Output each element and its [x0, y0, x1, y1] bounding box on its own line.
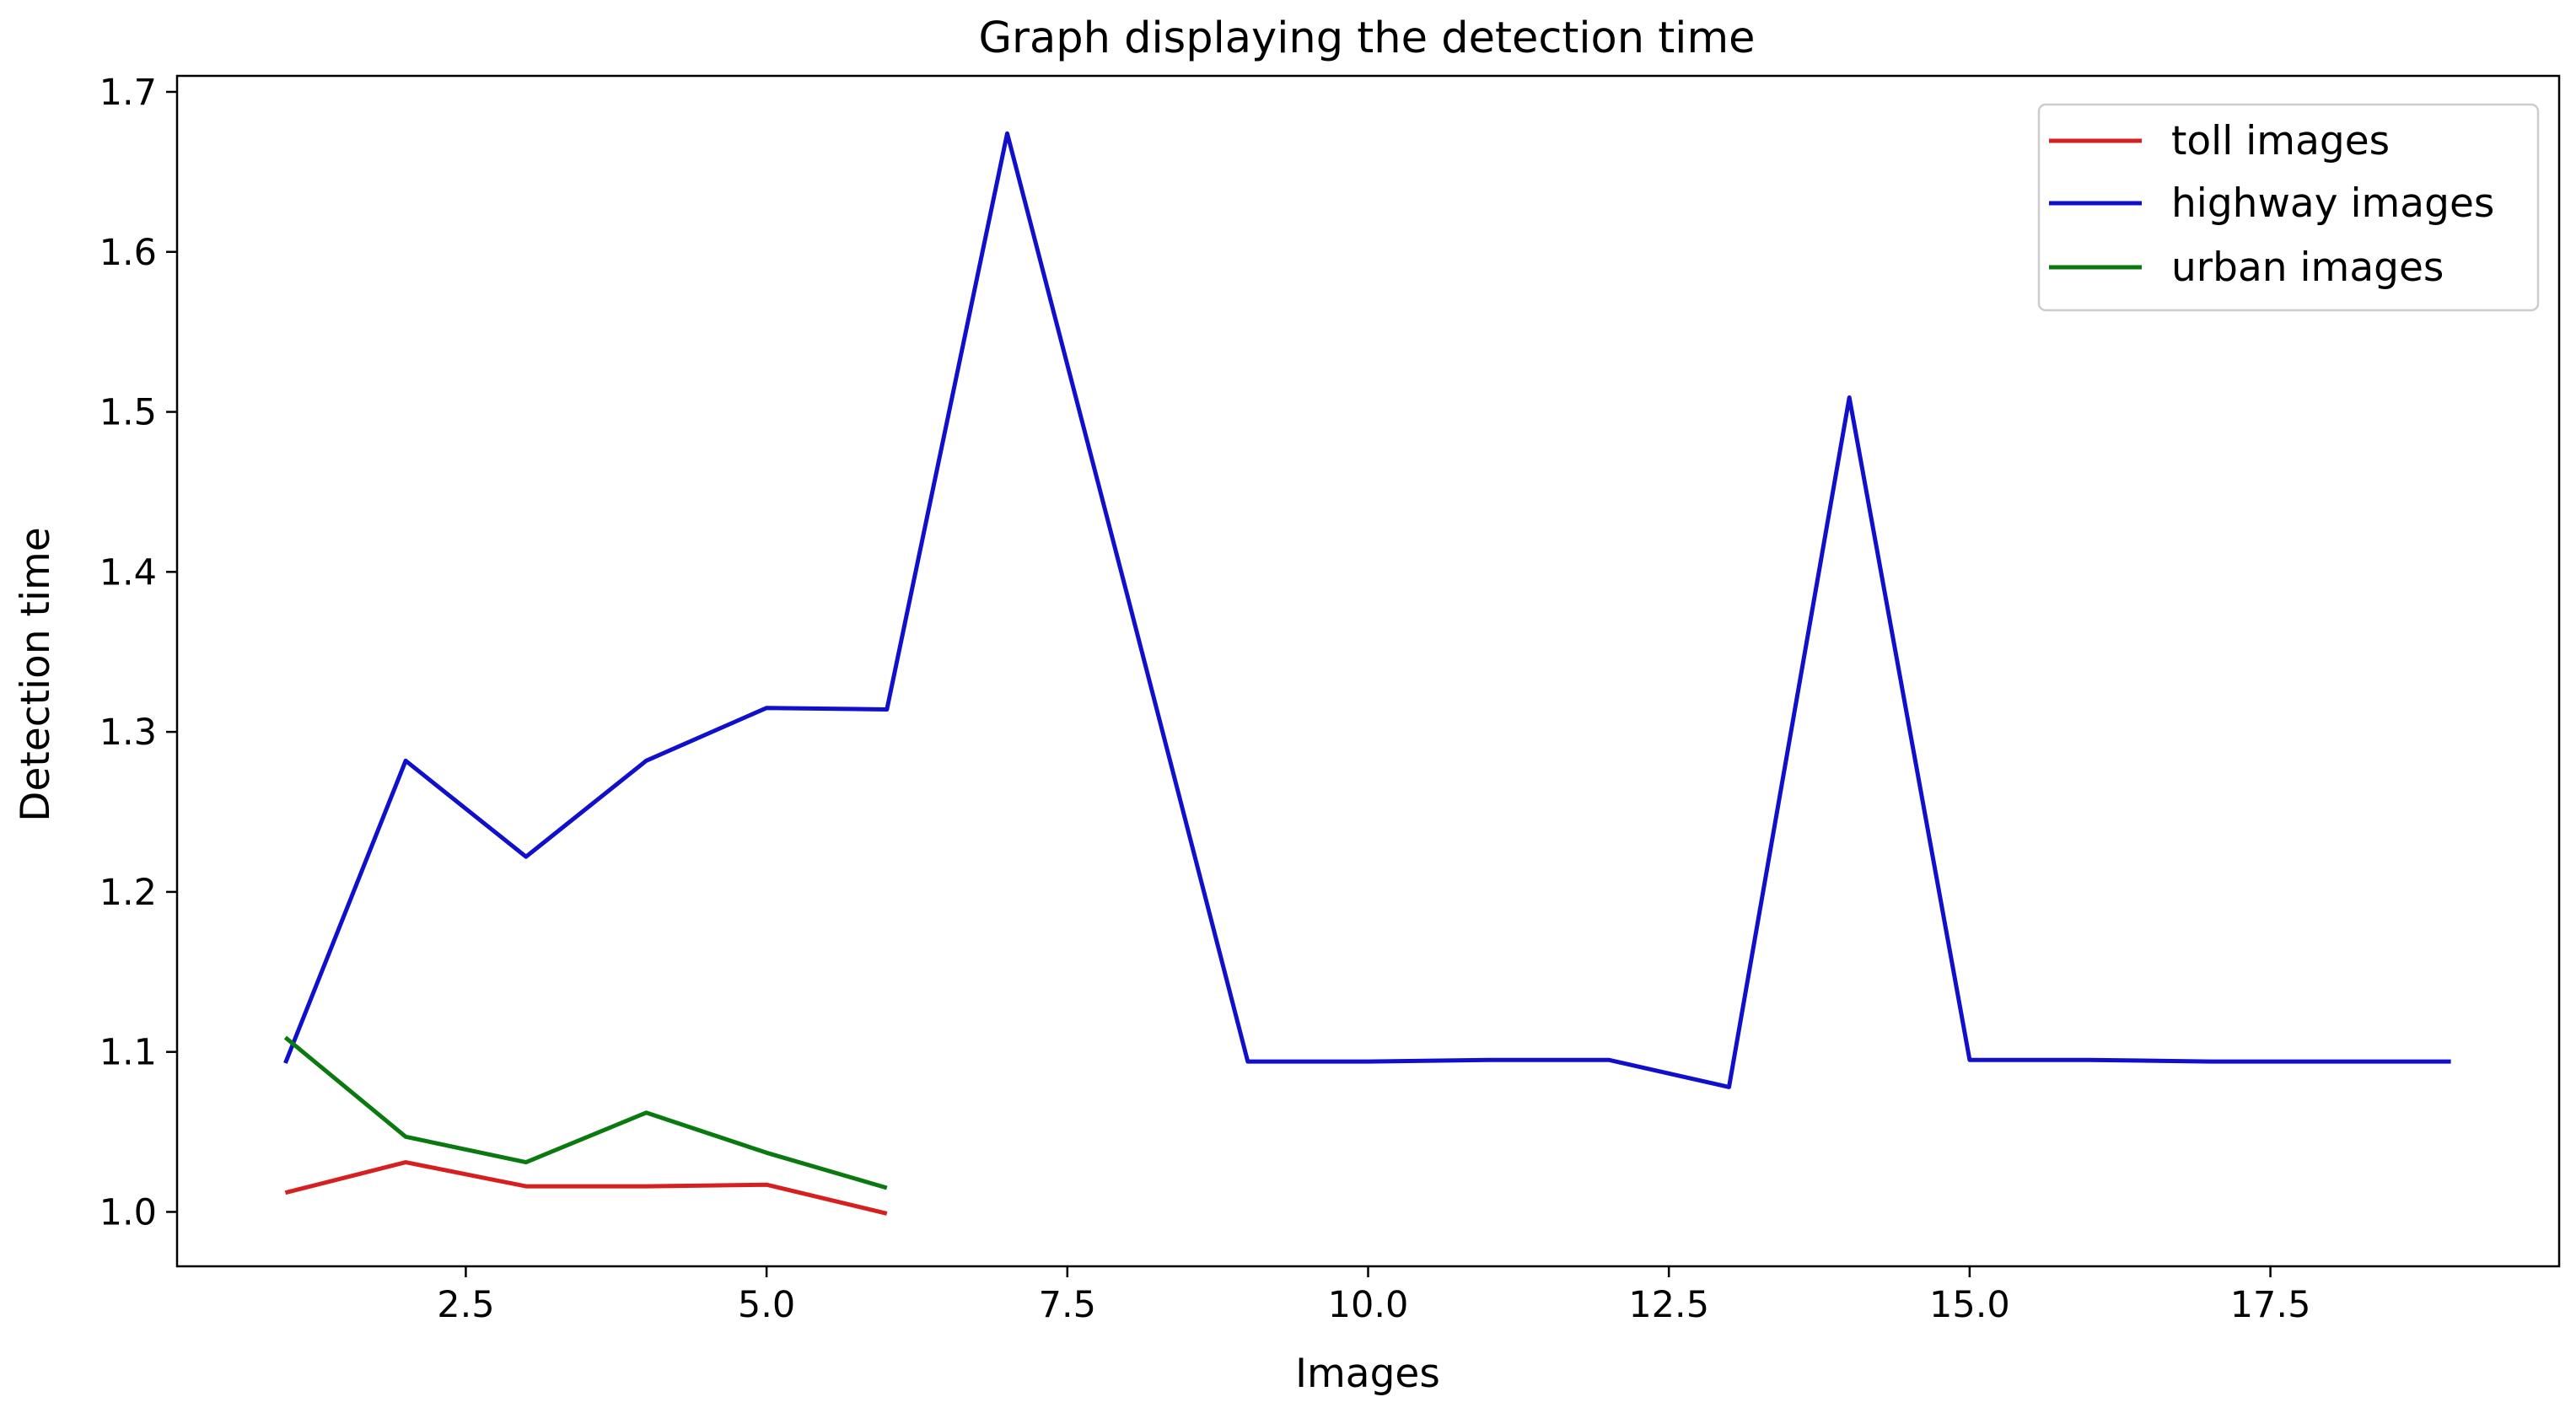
y-tick-label: 1.1: [99, 1032, 157, 1074]
series-line-toll-images: [284, 1160, 888, 1216]
y-axis-ticks: 1.0 1.1 1.2 1.3 1.4 1.5 1.6 1.7: [99, 72, 177, 1233]
y-tick-label: 1.4: [99, 551, 157, 594]
y-tick-label: 1.0: [99, 1191, 157, 1233]
x-tick-label: 7.5: [1039, 1284, 1096, 1326]
x-tick-label: 15.0: [1929, 1284, 2010, 1326]
chart-title: Graph displaying the detection time: [978, 13, 1755, 63]
x-tick-label: 2.5: [437, 1284, 494, 1326]
y-axis-label: Detection time: [13, 527, 59, 821]
y-tick-label: 1.6: [99, 232, 157, 274]
x-axis-ticks: 2.5 5.0 7.5 10.0 12.5 15.0 17.5: [437, 1266, 2310, 1326]
y-tick-label: 1.5: [99, 392, 157, 434]
y-tick-label: 1.3: [99, 712, 157, 754]
legend-label-toll: toll images: [2171, 118, 2390, 164]
series-line-urban-images: [283, 1035, 888, 1190]
legend-label-urban: urban images: [2171, 244, 2444, 291]
x-tick-label: 5.0: [738, 1284, 795, 1326]
x-tick-label: 10.0: [1328, 1284, 1409, 1326]
series-layer: [283, 131, 2451, 1216]
legend-label-highway: highway images: [2171, 180, 2494, 227]
x-tick-label: 12.5: [1628, 1284, 1709, 1326]
x-tick-label: 17.5: [2230, 1284, 2311, 1326]
y-tick-label: 1.7: [99, 72, 157, 114]
series-line-highway-images: [283, 131, 2451, 1089]
legend: toll images highway images urban images: [2037, 103, 2540, 312]
legend-box: [2037, 103, 2540, 312]
x-axis-label: Images: [1295, 1351, 1440, 1397]
y-tick-label: 1.2: [99, 872, 157, 914]
